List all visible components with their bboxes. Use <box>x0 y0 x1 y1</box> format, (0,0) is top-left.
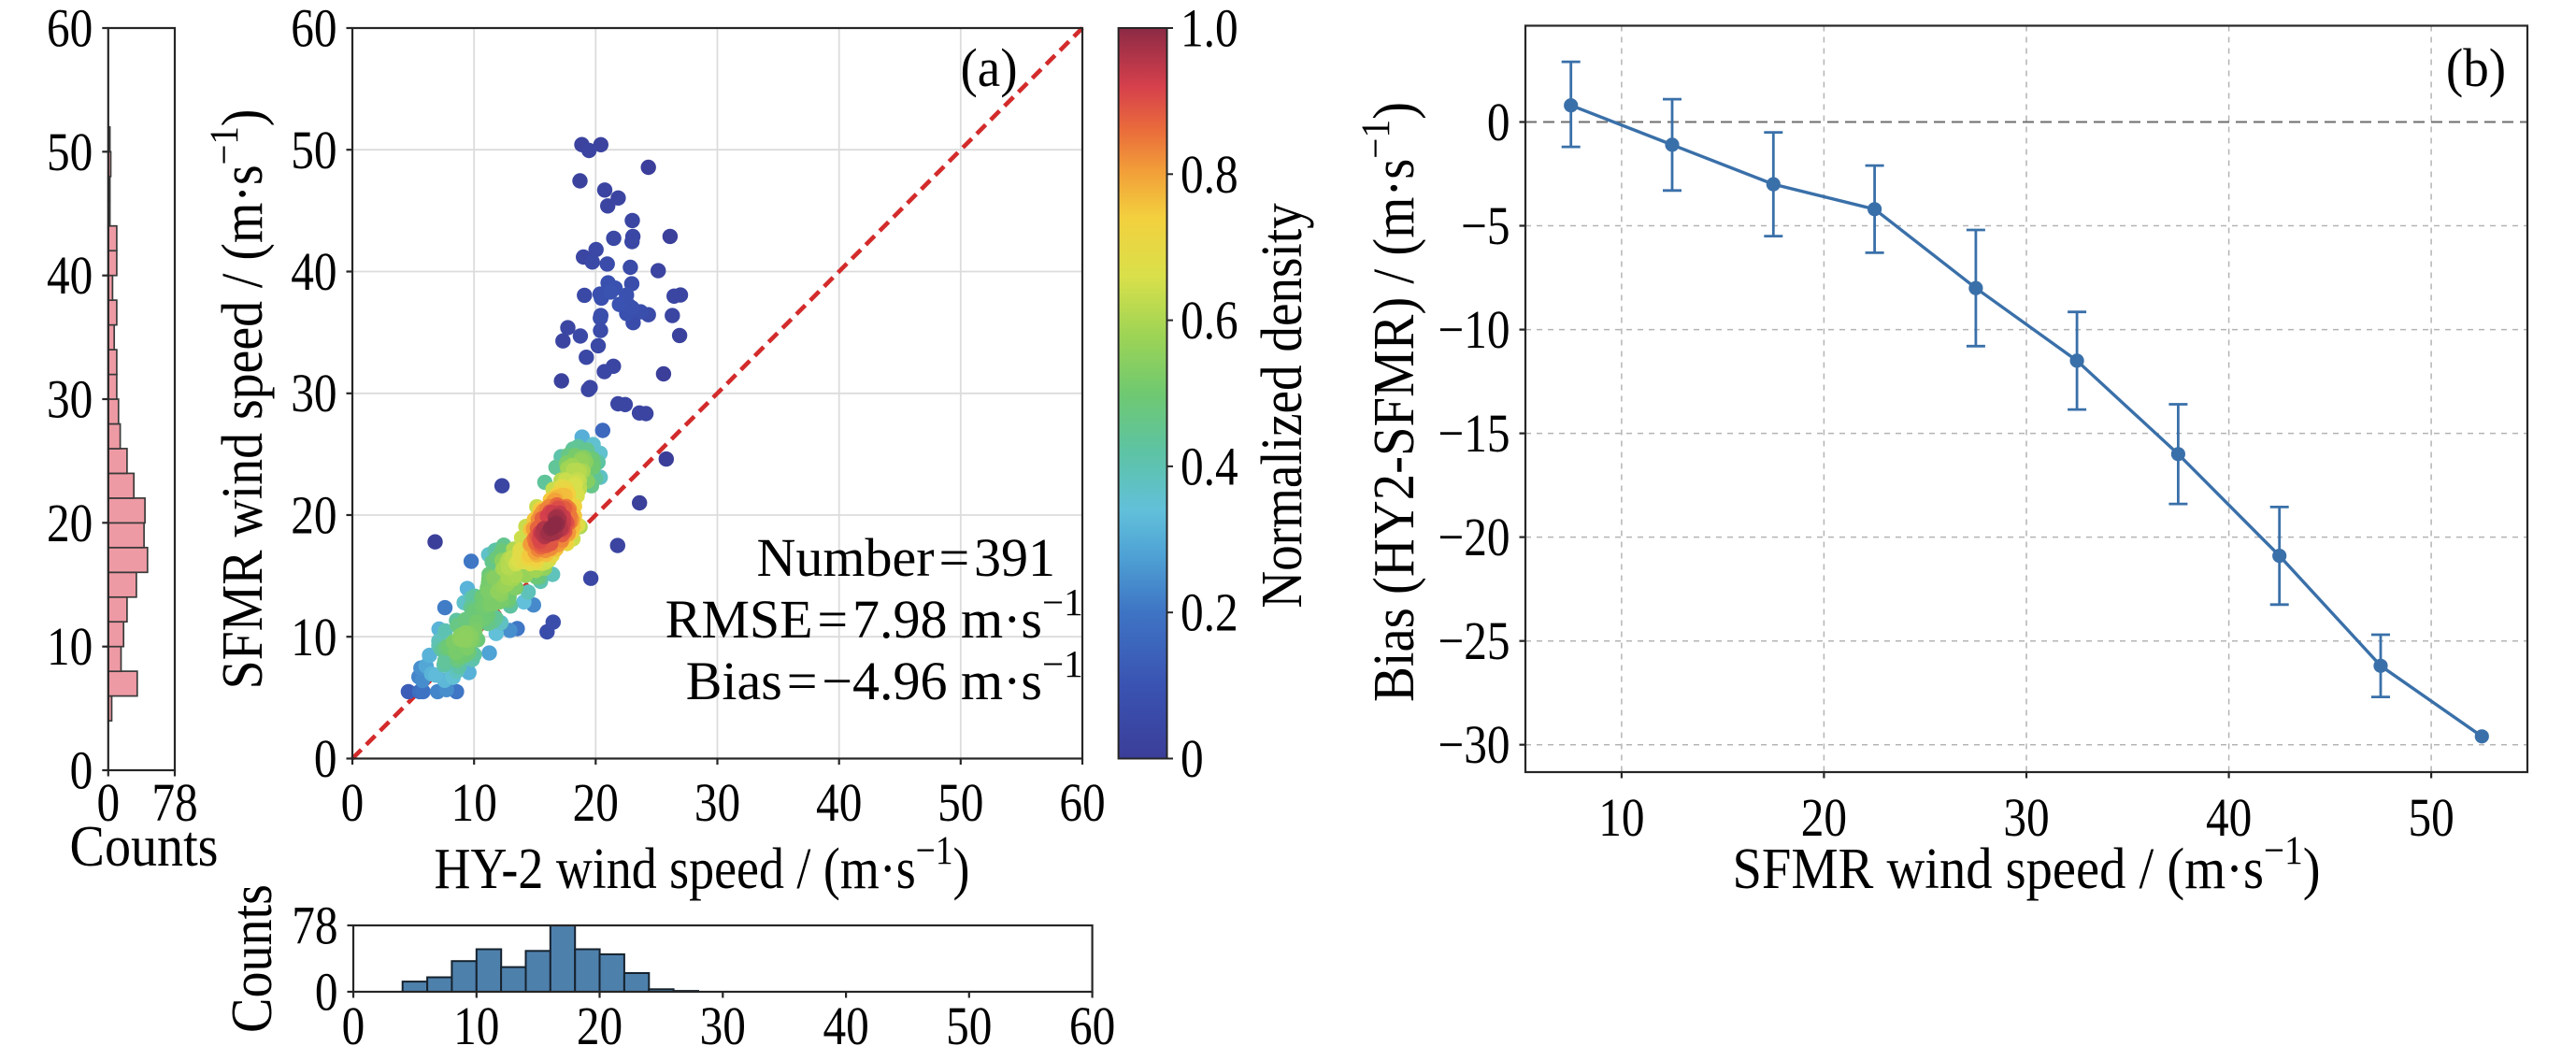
svg-text:SFMR wind speed / (m·s−1): SFMR wind speed / (m·s−1) <box>202 109 275 690</box>
svg-text:Bias (HY2-SFMR) / (m·s−1): Bias (HY2-SFMR) / (m·s−1) <box>1352 102 1425 702</box>
svg-text:1.0: 1.0 <box>1181 0 1238 58</box>
svg-text:0: 0 <box>315 962 338 1023</box>
svg-text:0: 0 <box>70 740 93 801</box>
svg-text:40: 40 <box>816 772 862 833</box>
svg-text:10: 10 <box>1598 787 1644 848</box>
svg-text:20: 20 <box>573 772 619 833</box>
svg-text:30: 30 <box>694 772 740 833</box>
svg-text:30: 30 <box>47 369 93 430</box>
svg-text:40: 40 <box>2206 787 2252 848</box>
svg-text:50: 50 <box>937 772 983 833</box>
svg-text:10: 10 <box>451 772 497 833</box>
svg-text:30: 30 <box>2003 787 2049 848</box>
svg-text:50: 50 <box>291 120 336 180</box>
svg-text:(a): (a) <box>960 39 1017 99</box>
svg-text:50: 50 <box>946 996 992 1056</box>
svg-text:−10: −10 <box>1438 299 1510 360</box>
svg-text:0.8: 0.8 <box>1181 144 1238 205</box>
svg-text:0: 0 <box>341 772 365 833</box>
svg-text:Bias = −4.96 m·s−1: Bias = −4.96 m·s−1 <box>686 642 1083 711</box>
svg-text:50: 50 <box>47 122 93 182</box>
svg-text:Counts: Counts <box>219 884 283 1033</box>
svg-text:HY-2 wind speed / (m·s−1): HY-2 wind speed / (m·s−1) <box>435 828 970 901</box>
svg-text:60: 60 <box>47 0 93 58</box>
svg-text:0.6: 0.6 <box>1181 290 1238 351</box>
svg-text:0.4: 0.4 <box>1181 437 1238 497</box>
svg-text:10: 10 <box>47 616 93 677</box>
svg-text:0.2: 0.2 <box>1181 582 1238 643</box>
svg-text:20: 20 <box>577 996 623 1056</box>
svg-text:−20: −20 <box>1438 507 1510 567</box>
svg-text:−5: −5 <box>1461 195 1510 256</box>
svg-text:10: 10 <box>291 607 336 667</box>
svg-text:78: 78 <box>292 895 337 956</box>
svg-text:RMSE = 7.98 m·s−1: RMSE = 7.98 m·s−1 <box>665 580 1083 650</box>
svg-text:30: 30 <box>700 996 746 1056</box>
svg-text:0: 0 <box>342 996 365 1056</box>
svg-text:−15: −15 <box>1438 403 1510 464</box>
svg-text:Counts: Counts <box>70 813 219 878</box>
svg-text:60: 60 <box>1059 772 1105 833</box>
svg-text:40: 40 <box>823 996 868 1056</box>
svg-text:20: 20 <box>1801 787 1847 848</box>
svg-text:20: 20 <box>291 485 336 546</box>
svg-text:78: 78 <box>151 772 197 833</box>
svg-text:Number = 391: Number = 391 <box>757 527 1055 588</box>
svg-text:0: 0 <box>314 728 337 789</box>
svg-text:60: 60 <box>1069 996 1115 1056</box>
svg-text:0: 0 <box>1487 92 1510 152</box>
svg-text:30: 30 <box>291 363 336 423</box>
svg-text:0: 0 <box>96 772 120 833</box>
svg-text:50: 50 <box>2408 787 2454 848</box>
svg-text:20: 20 <box>47 493 93 553</box>
svg-text:0: 0 <box>1181 728 1204 789</box>
svg-text:−30: −30 <box>1438 714 1510 775</box>
svg-text:10: 10 <box>453 996 499 1056</box>
svg-text:SFMR wind speed / (m·s−1): SFMR wind speed / (m·s−1) <box>1732 827 2320 900</box>
svg-text:40: 40 <box>291 241 336 302</box>
svg-text:−25: −25 <box>1438 610 1510 671</box>
svg-text:(b): (b) <box>2446 39 2506 99</box>
svg-text:Normalized density: Normalized density <box>1250 203 1314 609</box>
svg-text:40: 40 <box>47 245 93 306</box>
svg-text:60: 60 <box>291 0 336 58</box>
